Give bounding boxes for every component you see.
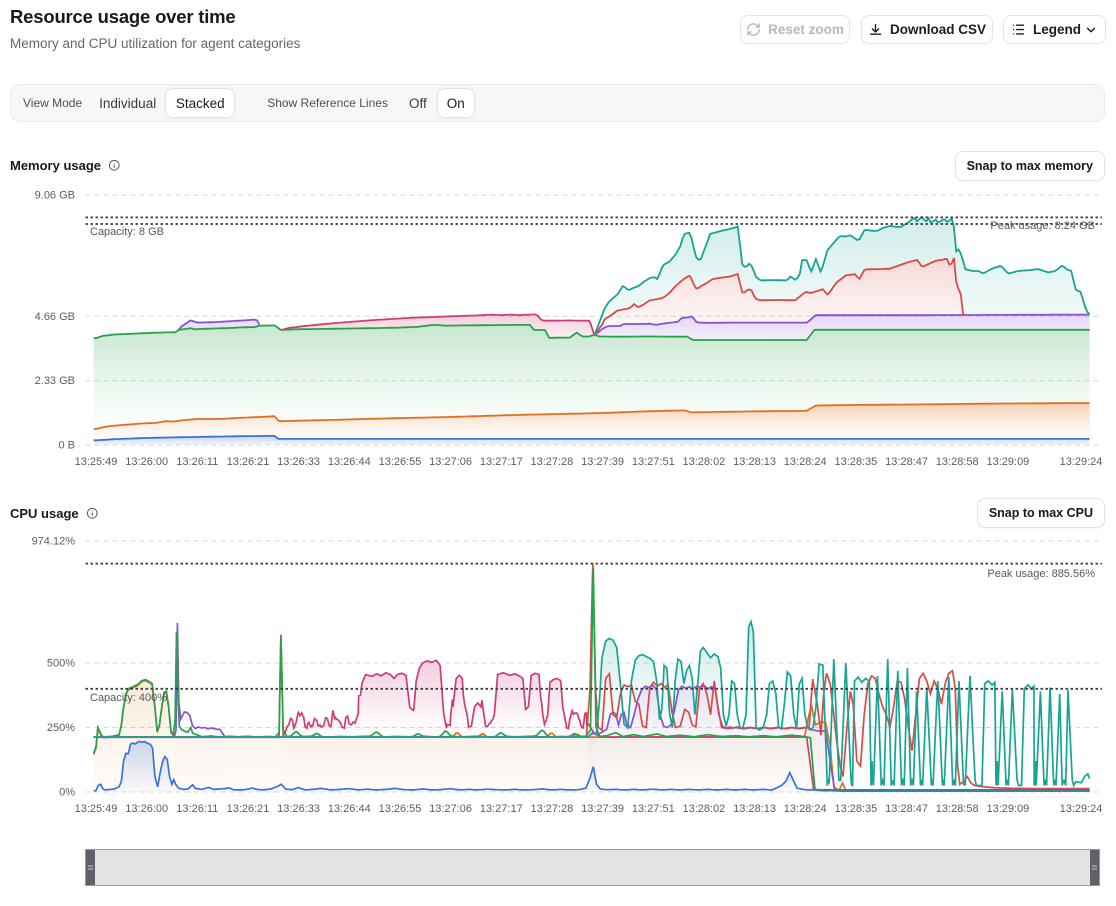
svg-text:13:26:00: 13:26:00 <box>125 803 168 815</box>
svg-text:13:26:44: 13:26:44 <box>328 456 371 468</box>
svg-text:13:28:47: 13:28:47 <box>885 803 928 815</box>
svg-text:13:27:28: 13:27:28 <box>530 803 573 815</box>
svg-text:13:26:00: 13:26:00 <box>125 456 168 468</box>
svg-text:2.33 GB: 2.33 GB <box>35 375 75 387</box>
svg-text:9.06 GB: 9.06 GB <box>35 190 75 202</box>
svg-text:13:28:02: 13:28:02 <box>682 803 725 815</box>
svg-text:13:29:09: 13:29:09 <box>986 803 1029 815</box>
svg-text:13:29:24: 13:29:24 <box>1060 456 1103 468</box>
svg-text:Peak usage: 885.56%: Peak usage: 885.56% <box>987 568 1095 580</box>
svg-text:13:26:21: 13:26:21 <box>227 456 270 468</box>
svg-text:13:27:51: 13:27:51 <box>632 803 675 815</box>
svg-text:13:28:13: 13:28:13 <box>733 456 776 468</box>
svg-text:13:28:24: 13:28:24 <box>784 456 827 468</box>
svg-text:4.66 GB: 4.66 GB <box>35 311 75 323</box>
svg-text:13:29:09: 13:29:09 <box>986 456 1029 468</box>
svg-text:974.12%: 974.12% <box>32 536 76 548</box>
svg-text:13:26:55: 13:26:55 <box>379 456 422 468</box>
svg-text:13:25:49: 13:25:49 <box>75 803 118 815</box>
svg-text:0%: 0% <box>59 787 75 799</box>
svg-text:500%: 500% <box>47 658 75 670</box>
svg-text:13:26:44: 13:26:44 <box>328 803 371 815</box>
svg-text:0 B: 0 B <box>58 440 75 452</box>
svg-text:13:27:28: 13:27:28 <box>530 456 573 468</box>
svg-text:13:28:58: 13:28:58 <box>936 803 979 815</box>
svg-text:13:27:39: 13:27:39 <box>581 803 624 815</box>
svg-text:13:28:13: 13:28:13 <box>733 803 776 815</box>
svg-text:13:26:21: 13:26:21 <box>227 803 270 815</box>
svg-text:13:28:35: 13:28:35 <box>834 803 877 815</box>
svg-text:13:28:35: 13:28:35 <box>834 456 877 468</box>
svg-text:13:27:51: 13:27:51 <box>632 456 675 468</box>
svg-text:13:27:17: 13:27:17 <box>480 803 523 815</box>
svg-text:13:26:55: 13:26:55 <box>379 803 422 815</box>
svg-text:250%: 250% <box>47 722 75 734</box>
svg-text:13:27:06: 13:27:06 <box>429 456 472 468</box>
svg-text:Peak usage: 8.24 GB: Peak usage: 8.24 GB <box>990 220 1095 232</box>
svg-text:13:28:24: 13:28:24 <box>784 803 827 815</box>
svg-text:13:26:11: 13:26:11 <box>176 456 218 468</box>
svg-text:Capacity: 8 GB: Capacity: 8 GB <box>90 226 164 238</box>
svg-text:13:27:06: 13:27:06 <box>429 803 472 815</box>
svg-text:13:26:11: 13:26:11 <box>176 803 218 815</box>
svg-text:13:25:49: 13:25:49 <box>75 456 118 468</box>
svg-text:Capacity: 400%: Capacity: 400% <box>90 692 167 704</box>
svg-text:13:26:33: 13:26:33 <box>277 803 320 815</box>
svg-text:13:28:58: 13:28:58 <box>936 456 979 468</box>
svg-text:13:28:02: 13:28:02 <box>682 456 725 468</box>
svg-text:13:29:24: 13:29:24 <box>1060 803 1103 815</box>
svg-text:13:26:33: 13:26:33 <box>277 456 320 468</box>
svg-text:13:28:47: 13:28:47 <box>885 456 928 468</box>
svg-text:13:27:39: 13:27:39 <box>581 456 624 468</box>
svg-text:13:27:17: 13:27:17 <box>480 456 523 468</box>
